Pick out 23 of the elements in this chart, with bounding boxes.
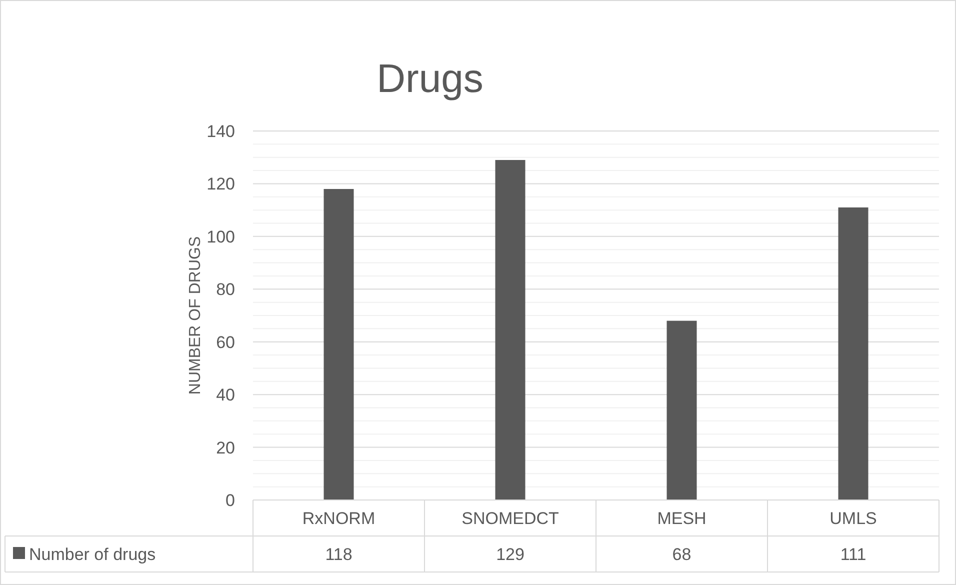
data-label: 68 — [672, 545, 692, 564]
y-tick-label: 60 — [216, 332, 235, 352]
bar — [324, 188, 354, 500]
y-axis-title: NUMBER OF DRUGS — [187, 236, 204, 395]
data-label: 111 — [840, 545, 866, 564]
y-tick-label: 100 — [206, 227, 235, 246]
y-tick-label: 0 — [226, 491, 235, 510]
y-tick-label: 20 — [216, 438, 235, 458]
data-label: 118 — [325, 545, 352, 564]
y-tick-label: 120 — [206, 174, 235, 194]
x-tick-label: UMLS — [830, 509, 877, 528]
data-label: 129 — [496, 545, 524, 564]
x-tick-label: SNOMEDCT — [462, 509, 559, 528]
y-tick-label: 80 — [216, 280, 235, 300]
bar — [495, 160, 526, 500]
y-tick-label: 40 — [216, 386, 235, 405]
legend-label: Number of drugs — [29, 545, 156, 564]
x-tick-label: RxNORM — [302, 509, 376, 528]
chart-title: Drugs — [376, 57, 484, 101]
bar — [666, 320, 697, 500]
x-tick-label: MESH — [657, 509, 706, 528]
y-tick-label: 140 — [206, 122, 235, 141]
bar — [838, 207, 868, 500]
